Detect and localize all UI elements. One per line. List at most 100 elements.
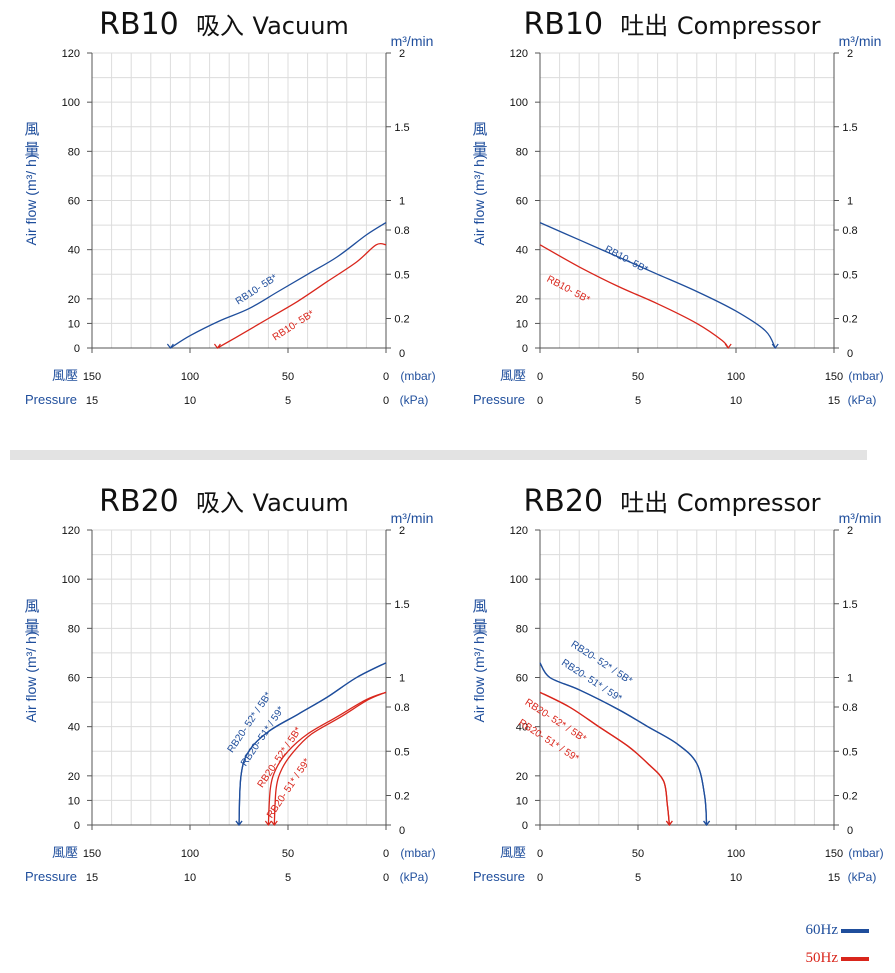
series-line-50hz-3 xyxy=(539,691,671,826)
chart-title: RB20 吸入 Vacuum xyxy=(99,484,349,519)
legend-50hz: 50Hz xyxy=(806,950,869,967)
series-line-60hz-0 xyxy=(539,222,776,349)
x-axis-unit-kpa: (kPa) xyxy=(848,393,877,407)
y2-tick-label: 2 xyxy=(399,525,405,537)
x-tick-label-mbar: 50 xyxy=(282,848,294,860)
x-tick-label-kpa: 0 xyxy=(383,395,389,407)
chart-title: RB10 吸入 Vacuum xyxy=(99,7,349,42)
series-line-50hz-1 xyxy=(217,242,387,349)
y-tick-label: 120 xyxy=(62,525,80,537)
y2-tick-label: 0.2 xyxy=(394,791,409,803)
y2-axis-unit: m³/min xyxy=(839,510,882,526)
x-tick-label-kpa: 10 xyxy=(184,395,196,407)
series-line-50hz-2 xyxy=(267,691,387,826)
y2-tick-label: 1 xyxy=(847,196,853,208)
x-tick-label-kpa: 15 xyxy=(828,395,840,407)
x-axis-label-cn: 風壓 xyxy=(500,368,526,383)
y-tick-label: 60 xyxy=(68,196,80,208)
series-end-marker xyxy=(235,820,243,826)
y-tick-label: 120 xyxy=(510,525,528,537)
y-axis-label-cn-2: 量 xyxy=(24,618,39,635)
y-tick-label: 10 xyxy=(68,795,80,807)
x-tick-label-kpa: 15 xyxy=(828,872,840,884)
x-tick-label-mbar: 100 xyxy=(727,371,745,383)
x-axis-unit-kpa: (kPa) xyxy=(400,393,429,407)
y2-tick-label: 1.5 xyxy=(842,599,857,611)
legend-50hz-swatch xyxy=(841,956,869,961)
y-tick-label: 20 xyxy=(68,294,80,306)
x-axis-label-en: Pressure xyxy=(473,869,525,884)
series-end-marker xyxy=(264,820,272,826)
y-tick-label: 60 xyxy=(68,673,80,685)
chart-panel-rb10-vacuum: RB10 吸入 Vacuum 0 10 20 40 60 80 100 120 0 0.2 0.5 0… xyxy=(0,0,448,440)
y-tick-label: 40 xyxy=(516,722,528,734)
y-axis-label-cn-1: 風 xyxy=(472,598,487,615)
y-tick-label: 100 xyxy=(62,97,80,109)
x-tick-label-kpa: 0 xyxy=(537,395,543,407)
y2-tick-label: 1.5 xyxy=(842,122,857,134)
x-axis-label-en: Pressure xyxy=(473,392,525,407)
y2-tick-label: 0.5 xyxy=(842,746,857,758)
y2-tick-label: 1.5 xyxy=(394,599,409,611)
series-line-60hz-0 xyxy=(170,222,387,349)
x-tick-label-mbar: 0 xyxy=(383,371,389,383)
series-end-marker xyxy=(665,820,673,826)
x-tick-label-kpa: 5 xyxy=(635,872,641,884)
chart-panel-rb20-vacuum: RB20 吸入 Vacuum 0 10 20 40 60 80 100 120 0 0.2 0.5 0… xyxy=(0,477,448,917)
series-end-marker xyxy=(166,343,174,349)
y-tick-label: 0 xyxy=(74,343,80,355)
y-tick-label: 0 xyxy=(522,343,528,355)
x-tick-label-kpa: 10 xyxy=(730,872,742,884)
y-axis-label-en: Air flow (m³/ h) xyxy=(471,155,487,246)
y2-tick-label: 2 xyxy=(847,525,853,537)
y-tick-label: 20 xyxy=(68,771,80,783)
x-axis-label-cn: 風壓 xyxy=(52,845,78,860)
y-axis-label-cn-2: 量 xyxy=(472,141,487,158)
x-tick-label-kpa: 5 xyxy=(285,872,291,884)
x-axis-unit-mbar: (mbar) xyxy=(848,846,883,860)
y-tick-label: 120 xyxy=(510,48,528,60)
section-divider xyxy=(10,450,867,460)
y-tick-label: 80 xyxy=(68,623,80,635)
series-end-marker xyxy=(771,343,779,349)
y2-tick-label: 1.5 xyxy=(394,122,409,134)
x-tick-label-kpa: 0 xyxy=(537,872,543,884)
y-tick-label: 0 xyxy=(74,820,80,832)
y2-tick-label: 0.2 xyxy=(394,314,409,326)
y-tick-label: 10 xyxy=(516,795,528,807)
y2-tick-label: 1 xyxy=(847,673,853,685)
series-end-marker xyxy=(724,343,732,349)
series-label-60hz: RB20- 52* / 5B* xyxy=(569,639,634,687)
x-axis-unit-mbar: (mbar) xyxy=(400,369,435,383)
y2-tick-label: 0.8 xyxy=(842,702,857,714)
y2-tick-label: 2 xyxy=(399,48,405,60)
x-axis-label-cn: 風壓 xyxy=(500,845,526,860)
y2-tick-label: 0.5 xyxy=(842,269,857,281)
y-tick-label: 40 xyxy=(68,245,80,257)
legend-60hz: 60Hz xyxy=(805,922,869,939)
y2-tick-label: 0.2 xyxy=(842,314,857,326)
series-label-50hz: RB10- 5B* xyxy=(545,274,592,306)
x-axis-label-en: Pressure xyxy=(25,392,77,407)
y-axis-label-en: Air flow (m³/ h) xyxy=(23,632,39,723)
y2-tick-label: 0.5 xyxy=(394,746,409,758)
chart-panel-rb20-compressor: RB20 吐出 Compressor 0 10 20 40 60 80 100 120 0 0.2… xyxy=(448,477,895,917)
series-line-50hz-3 xyxy=(273,691,387,826)
x-axis-label-cn: 風壓 xyxy=(52,368,78,383)
y2-tick-label: 1 xyxy=(399,673,405,685)
x-axis-unit-kpa: (kPa) xyxy=(848,870,877,884)
y2-tick-label: 0 xyxy=(399,825,405,837)
y2-axis-unit: m³/min xyxy=(391,33,434,49)
series-label-60hz: RB10- 5B* xyxy=(234,272,280,307)
y-tick-label: 60 xyxy=(516,196,528,208)
legend-60hz-label: 60Hz xyxy=(805,922,839,938)
y-axis-label-en: Air flow (m³/ h) xyxy=(23,155,39,246)
y-tick-label: 20 xyxy=(516,771,528,783)
y-tick-label: 20 xyxy=(516,294,528,306)
x-tick-label-kpa: 10 xyxy=(730,395,742,407)
x-tick-label-mbar: 0 xyxy=(383,848,389,860)
series-end-marker xyxy=(703,820,711,826)
